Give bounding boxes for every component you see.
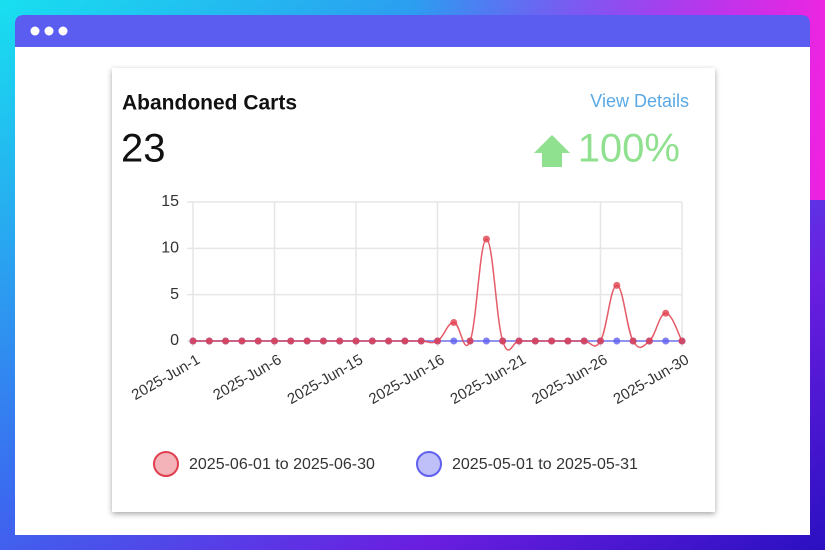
data-point bbox=[580, 337, 588, 345]
data-point bbox=[254, 337, 262, 345]
data-point bbox=[450, 337, 458, 345]
data-point bbox=[189, 337, 197, 345]
data-point bbox=[450, 318, 458, 326]
data-point bbox=[515, 337, 523, 345]
change-percent: 100% bbox=[578, 127, 680, 171]
data-point bbox=[401, 337, 409, 345]
data-point bbox=[645, 337, 653, 345]
data-point bbox=[417, 337, 425, 345]
y-tick-label: 10 bbox=[161, 240, 179, 257]
data-point bbox=[678, 337, 686, 345]
data-point bbox=[466, 337, 474, 345]
data-point bbox=[482, 337, 490, 345]
data-point bbox=[499, 337, 507, 345]
window-dot bbox=[58, 26, 68, 36]
data-point bbox=[597, 337, 604, 345]
window-bar bbox=[15, 15, 810, 47]
data-point bbox=[238, 337, 246, 345]
legend-swatch bbox=[416, 451, 442, 477]
data-point bbox=[662, 309, 670, 317]
y-tick-label: 15 bbox=[161, 193, 179, 210]
data-point bbox=[303, 337, 311, 345]
data-point bbox=[662, 337, 670, 345]
view-details-link[interactable]: View Details bbox=[590, 91, 689, 111]
data-point bbox=[531, 337, 539, 345]
window-dot bbox=[30, 26, 40, 36]
data-point bbox=[352, 337, 360, 345]
legend-label: 2025-05-01 to 2025-05-31 bbox=[452, 456, 638, 473]
card bbox=[112, 68, 715, 512]
data-point bbox=[385, 337, 393, 345]
y-tick-label: 5 bbox=[170, 286, 179, 303]
data-point bbox=[271, 337, 278, 345]
data-point bbox=[613, 337, 621, 345]
data-point bbox=[222, 337, 230, 345]
up-arrow-icon bbox=[534, 135, 570, 167]
data-point bbox=[629, 337, 637, 345]
y-tick-label: 0 bbox=[170, 332, 179, 349]
legend-swatch bbox=[153, 451, 179, 477]
data-point bbox=[482, 235, 490, 243]
data-point bbox=[368, 337, 376, 345]
data-point bbox=[548, 337, 556, 345]
window-dot bbox=[44, 26, 54, 36]
data-point bbox=[287, 337, 295, 345]
data-point bbox=[564, 337, 572, 345]
data-point bbox=[336, 337, 344, 345]
data-point bbox=[434, 337, 441, 345]
card-title: Abandoned Carts bbox=[122, 92, 297, 115]
data-point bbox=[613, 281, 621, 289]
data-point bbox=[319, 337, 327, 345]
data-point bbox=[205, 337, 213, 345]
card-value: 23 bbox=[121, 127, 166, 171]
legend-label: 2025-06-01 to 2025-06-30 bbox=[189, 456, 375, 473]
